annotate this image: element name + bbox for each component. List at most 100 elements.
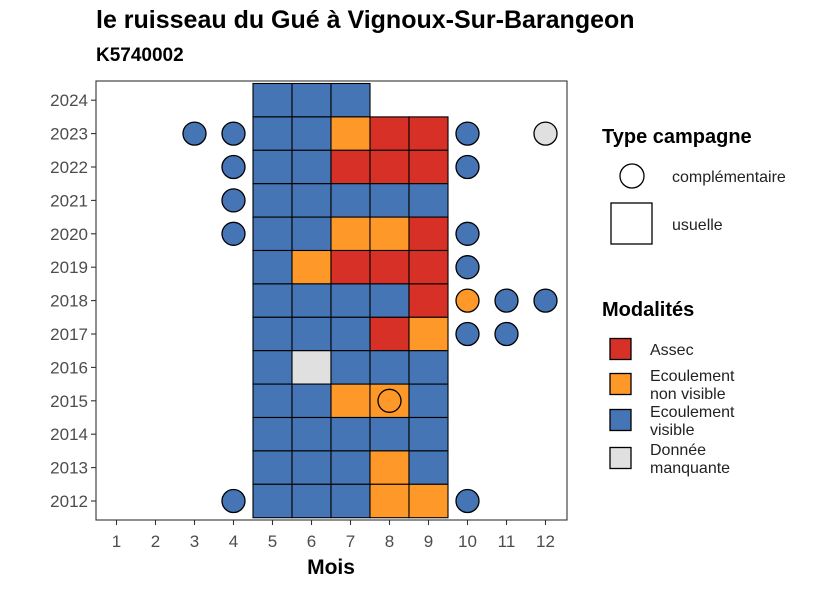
point-2021-4 bbox=[221, 188, 246, 213]
cell-2024-6 bbox=[291, 82, 332, 118]
x-tick-label: 2 bbox=[151, 532, 160, 551]
y-tick-label: 2023 bbox=[50, 125, 88, 144]
chart-subtitle: K5740002 bbox=[96, 45, 184, 66]
cell-2024-5 bbox=[252, 82, 293, 118]
cell-2014-5 bbox=[252, 416, 293, 452]
cell-2016-6 bbox=[291, 350, 332, 385]
cell-2013-9 bbox=[408, 450, 449, 485]
complementaire-points bbox=[182, 121, 558, 514]
point-2018-11 bbox=[494, 288, 519, 313]
cell-2014-9 bbox=[408, 416, 449, 452]
legend-fill-title: Modalités bbox=[602, 299, 694, 321]
cell-2012-7 bbox=[330, 483, 371, 519]
cell-2021-7 bbox=[330, 183, 371, 218]
point-2019-10 bbox=[455, 255, 480, 280]
y-tick-label: 2021 bbox=[50, 191, 88, 210]
legend-circle-key bbox=[619, 163, 645, 189]
x-tick-label: 4 bbox=[229, 532, 238, 551]
y-tick-label: 2022 bbox=[50, 158, 88, 177]
cell-2020-7 bbox=[330, 216, 371, 252]
cell-2021-6 bbox=[291, 183, 332, 218]
cell-2019-6 bbox=[291, 249, 332, 285]
y-tick-label: 2018 bbox=[50, 292, 88, 311]
cell-2014-6 bbox=[291, 416, 332, 452]
x-tick-label: 6 bbox=[307, 532, 316, 551]
cell-2020-8 bbox=[369, 216, 410, 252]
cell-2022-5 bbox=[252, 149, 293, 185]
point-2020-4 bbox=[221, 221, 246, 246]
cell-2015-5 bbox=[252, 383, 293, 419]
cell-2021-8 bbox=[369, 183, 410, 218]
y-tick-label: 2020 bbox=[50, 225, 88, 244]
cell-2020-6 bbox=[291, 216, 332, 252]
cell-2019-8 bbox=[369, 249, 410, 285]
legend-key-donn-e-manquante bbox=[609, 446, 632, 470]
y-tick-label: 2013 bbox=[50, 459, 88, 478]
x-axis-label: Mois bbox=[307, 556, 355, 579]
x-tick-label: 10 bbox=[458, 532, 477, 551]
x-tick-label: 5 bbox=[268, 532, 277, 551]
point-2015-8 bbox=[377, 388, 402, 413]
y-tick-label: 2024 bbox=[50, 91, 88, 110]
cell-2018-7 bbox=[330, 283, 371, 318]
cell-2018-5 bbox=[252, 283, 293, 318]
legend-key-assec bbox=[609, 337, 632, 361]
cell-2018-9 bbox=[408, 283, 449, 318]
legend-fill-label: visible bbox=[650, 422, 695, 439]
point-2017-11 bbox=[494, 321, 519, 347]
point-2022-4 bbox=[221, 154, 246, 180]
x-tick-label: 1 bbox=[112, 532, 121, 551]
cell-2022-7 bbox=[330, 149, 371, 185]
legend-fill-label: non visible bbox=[650, 386, 726, 403]
cell-2023-8 bbox=[369, 116, 410, 151]
cell-2014-7 bbox=[330, 416, 371, 452]
chart-title: le ruisseau du Gué à Vignoux-Sur-Barange… bbox=[96, 6, 635, 34]
x-tick-label: 7 bbox=[346, 532, 355, 551]
y-tick-label: 2017 bbox=[50, 325, 88, 344]
axes: 1 2 3 4 5 6 7 8 9 10 11 122012201320142015201620172… bbox=[50, 91, 555, 551]
legend-shape-label-complementaire: complémentaire bbox=[672, 169, 786, 186]
point-2023-3 bbox=[182, 121, 207, 146]
x-tick-label: 3 bbox=[190, 532, 199, 551]
x-tick-label: 9 bbox=[424, 532, 433, 551]
point-2017-10 bbox=[455, 321, 480, 347]
legend-shape-title: Type campagne bbox=[602, 126, 752, 148]
y-tick-label: 2015 bbox=[50, 392, 88, 411]
y-tick-label: 2014 bbox=[50, 425, 88, 444]
cell-2013-7 bbox=[330, 450, 371, 485]
point-2018-10 bbox=[455, 288, 480, 313]
legend-key-ecoulement-non-visible bbox=[609, 372, 632, 396]
cell-2023-9 bbox=[408, 116, 449, 151]
cell-2015-9 bbox=[408, 383, 449, 419]
cell-2015-6 bbox=[291, 383, 332, 419]
point-2020-10 bbox=[455, 221, 480, 246]
x-tick-label: 8 bbox=[385, 532, 394, 551]
cell-2013-6 bbox=[291, 450, 332, 485]
legend-shape-label-usuelle: usuelle bbox=[672, 217, 723, 234]
legend-square-key bbox=[610, 202, 653, 245]
cell-2023-7 bbox=[330, 116, 371, 151]
cell-2019-9 bbox=[408, 249, 449, 285]
legend-key-ecoulement-visible bbox=[609, 408, 632, 432]
x-tick-label: 11 bbox=[498, 532, 516, 551]
cell-2012-6 bbox=[291, 483, 332, 519]
cell-2013-5 bbox=[252, 450, 293, 485]
point-2023-4 bbox=[221, 121, 246, 146]
legend-type-campagne: Type campagne complémentaire usuelle bbox=[602, 126, 786, 245]
legend-fill-label: Ecoulement bbox=[650, 404, 735, 421]
y-tick-label: 2012 bbox=[50, 492, 88, 511]
cell-2022-9 bbox=[408, 149, 449, 185]
cell-2023-5 bbox=[252, 116, 293, 151]
cell-2016-5 bbox=[252, 350, 293, 385]
x-tick-label: 12 bbox=[536, 532, 555, 551]
usuelle-cells bbox=[252, 82, 449, 519]
cell-2016-7 bbox=[330, 350, 371, 385]
cell-2018-6 bbox=[291, 283, 332, 318]
legend-fill-label: Ecoulement bbox=[650, 368, 735, 385]
cell-2024-7 bbox=[330, 82, 371, 118]
point-2012-10 bbox=[455, 488, 480, 514]
cell-2016-8 bbox=[369, 350, 410, 385]
cell-2015-7 bbox=[330, 383, 371, 419]
